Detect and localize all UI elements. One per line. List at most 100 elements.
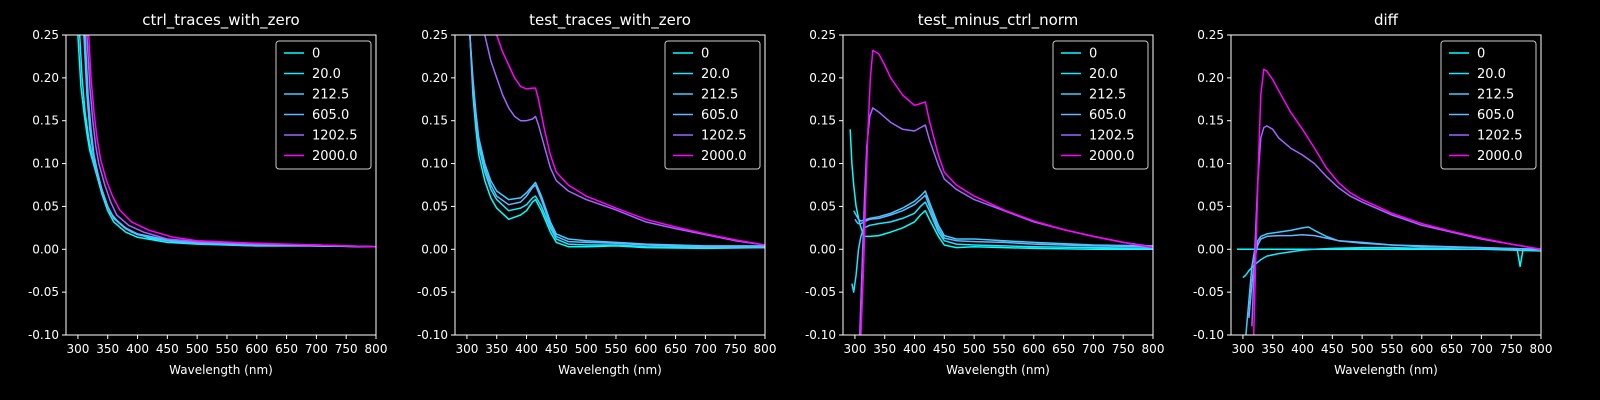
x-tick-label: 400: [515, 342, 538, 356]
legend: 0 20.0 212.5 605.0 1202.5 2000.0: [275, 40, 372, 170]
series-line-212.5: [853, 190, 1153, 247]
chart-panel-3: 300 350 400 450 500 550 600 650 700 750 800 -0.10 -0…: [805, 11, 1165, 377]
x-tick-label: 700: [1470, 342, 1493, 356]
series-line-0: [849, 129, 1153, 251]
axes-frame: [1230, 34, 1542, 336]
x-tick-label: 650: [1440, 342, 1463, 356]
y-tick-label: 0.10: [1197, 157, 1224, 171]
y-tick-label: 0.15: [809, 114, 836, 128]
y-tick-label: 0.25: [1197, 28, 1224, 42]
y-tick-label: 0.00: [421, 242, 448, 256]
series-line-0: [1237, 248, 1541, 268]
x-tick-label: 800: [754, 342, 777, 356]
x-axis-label: Wavelength (nm): [1334, 363, 1438, 377]
legend-entry-label: 2000.0: [1089, 149, 1135, 164]
series-line-1202.5: [484, 35, 765, 246]
legend-entry-label: 0: [1477, 47, 1485, 62]
legend-entry-label: 2000.0: [1477, 149, 1523, 164]
x-tick-label: 750: [1500, 342, 1523, 356]
series-line-20.0: [851, 201, 1153, 293]
chart-title: diff: [1374, 11, 1399, 29]
y-tick-label: 0.10: [809, 157, 836, 171]
x-tick-label: 300: [66, 342, 89, 356]
x-tick-label: 500: [963, 342, 986, 356]
legend-entry-label: 212.5: [312, 88, 349, 103]
legend-entry-label: 20.0: [1089, 67, 1118, 82]
y-tick-label: 0.10: [32, 157, 59, 171]
chart-title: ctrl_traces_with_zero: [142, 11, 299, 30]
series-line-605.0: [469, 35, 765, 248]
legend: 0 20.0 212.5 605.0 1202.5 2000.0: [1440, 40, 1537, 170]
x-tick-label: 550: [993, 342, 1016, 356]
y-tick-label: -0.05: [28, 285, 59, 299]
x-tick-label: 800: [1142, 342, 1165, 356]
series-line-605.0: [84, 35, 376, 248]
legend-entry-label: 2000.0: [701, 149, 747, 164]
axes-frame: [842, 34, 1154, 336]
legend-entry-label: 212.5: [701, 88, 738, 103]
chart-panel-2: 300 350 400 450 500 550 600 650 700 750 800 -0.10 -0…: [417, 11, 777, 377]
x-tick-label: 350: [873, 342, 896, 356]
series-line-20.0: [469, 35, 765, 249]
y-tick-label: -0.10: [417, 328, 448, 342]
x-tick-label: 700: [305, 342, 328, 356]
x-tick-label: 400: [1291, 342, 1314, 356]
legend-entry-label: 212.5: [1477, 88, 1514, 103]
chart-title: test_minus_ctrl_norm: [918, 11, 1079, 30]
x-tick-label: 650: [1052, 342, 1075, 356]
x-tick-label: 500: [186, 342, 209, 356]
legend-entry-label: 605.0: [312, 108, 349, 123]
series-line-605.0: [1248, 233, 1541, 318]
x-tick-label: 550: [605, 342, 628, 356]
x-tick-label: 650: [275, 342, 298, 356]
series-line-1202.5: [86, 35, 376, 248]
x-tick-label: 550: [216, 342, 239, 356]
y-tick-label: -0.10: [805, 328, 836, 342]
legend-entry-label: 1202.5: [312, 129, 358, 144]
legend-entry-label: 20.0: [1477, 67, 1506, 82]
legend-entry-label: 20.0: [312, 67, 341, 82]
x-tick-label: 750: [724, 342, 747, 356]
x-tick-label: 350: [1261, 342, 1284, 356]
y-tick-label: 0.05: [809, 199, 836, 213]
legend-entry-label: 1202.5: [701, 129, 747, 144]
x-tick-label: 300: [455, 342, 478, 356]
series-line-1202.5: [1251, 125, 1541, 327]
series-line-212.5: [469, 35, 765, 247]
x-tick-label: 300: [843, 342, 866, 356]
legend-entry-label: 0: [312, 47, 320, 62]
x-tick-label: 750: [335, 342, 358, 356]
series-line-2000.0: [1252, 68, 1541, 335]
x-tick-label: 400: [126, 342, 149, 356]
y-tick-label: 0.20: [421, 71, 448, 85]
series-line-2000.0: [860, 49, 1153, 335]
y-tick-label: 0.20: [1197, 71, 1224, 85]
y-tick-label: -0.10: [1193, 328, 1224, 342]
y-tick-label: 0.00: [809, 242, 836, 256]
series-lines: [469, 35, 765, 250]
x-tick-label: 500: [575, 342, 598, 356]
y-tick-label: 0.25: [421, 28, 448, 42]
x-tick-label: 300: [1231, 342, 1254, 356]
legend-entry-label: 1202.5: [1089, 129, 1135, 144]
y-tick-label: -0.05: [417, 285, 448, 299]
y-tick-label: 0.00: [32, 242, 59, 256]
legend: 0 20.0 212.5 605.0 1202.5 2000.0: [664, 40, 761, 170]
x-tick-label: 450: [545, 342, 568, 356]
y-tick-label: 0.10: [421, 157, 448, 171]
series-line-2000.0: [495, 35, 765, 246]
y-tick-label: 0.25: [809, 28, 836, 42]
chart-panel-1: 300 350 400 450 500 550 600 650 700 750 800 -0.10 -0…: [28, 11, 388, 377]
x-tick-label: 400: [903, 342, 926, 356]
legend-entry-label: 605.0: [1477, 108, 1514, 123]
legend-entry-label: 605.0: [701, 108, 738, 123]
legend-entry-label: 605.0: [1089, 108, 1126, 123]
panels: 300 350 400 450 500 550 600 650 700 750 800 -0.10 -0…: [28, 11, 1553, 377]
x-tick-label: 600: [245, 342, 268, 356]
x-tick-label: 350: [96, 342, 119, 356]
y-tick-label: 0.25: [32, 28, 59, 42]
x-tick-label: 800: [365, 342, 388, 356]
y-tick-label: 0.15: [421, 114, 448, 128]
x-tick-label: 600: [634, 342, 657, 356]
